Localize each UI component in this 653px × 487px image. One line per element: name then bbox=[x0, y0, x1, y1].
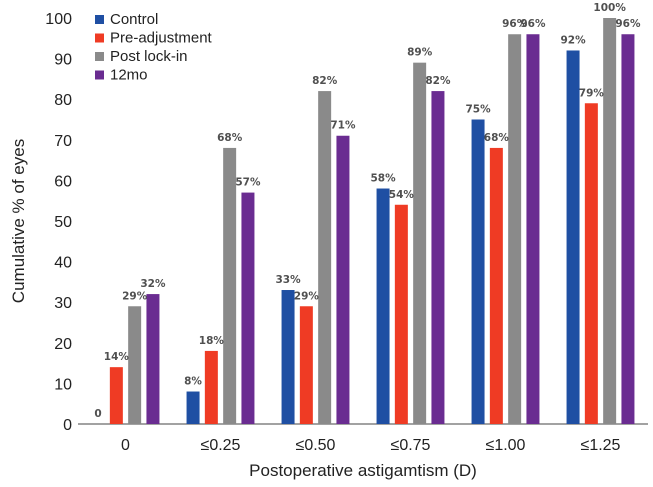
bar-pre-adjustment bbox=[394, 204, 408, 424]
data-label: 96% bbox=[615, 18, 641, 30]
bar-post-lock-in bbox=[603, 18, 617, 424]
x-tick-label: ≤1.00 bbox=[486, 437, 526, 454]
data-label: 79% bbox=[579, 87, 605, 99]
legend-swatch bbox=[95, 15, 104, 24]
bar-post-lock-in bbox=[128, 306, 142, 424]
bar-control bbox=[376, 188, 390, 424]
bar-12mo bbox=[621, 34, 635, 425]
bar-post-lock-in bbox=[413, 62, 427, 424]
y-tick-label: 20 bbox=[54, 336, 72, 353]
y-tick-label: 70 bbox=[54, 133, 72, 150]
bar-12mo bbox=[431, 91, 445, 424]
data-label: 58% bbox=[370, 173, 396, 185]
data-label: 14% bbox=[104, 351, 130, 363]
data-label: 68% bbox=[484, 132, 510, 144]
bar-12mo bbox=[146, 294, 160, 424]
x-tick-label: ≤0.50 bbox=[296, 437, 336, 454]
data-label: 68% bbox=[217, 132, 243, 144]
data-label: 57% bbox=[235, 177, 261, 189]
y-tick-label: 0 bbox=[63, 417, 72, 434]
legend-label: 12mo bbox=[110, 67, 148, 84]
legend-label: Control bbox=[110, 11, 158, 28]
data-label: 96% bbox=[520, 18, 546, 30]
data-label: 54% bbox=[389, 189, 415, 201]
bar-pre-adjustment bbox=[109, 367, 123, 424]
y-tick-label: 50 bbox=[54, 214, 72, 231]
data-label: 82% bbox=[425, 75, 451, 87]
bar-12mo bbox=[241, 192, 255, 424]
data-label: 89% bbox=[407, 47, 433, 59]
bar-control bbox=[281, 290, 295, 424]
bar-pre-adjustment bbox=[489, 147, 503, 425]
y-tick-label: 90 bbox=[54, 52, 72, 69]
data-label: 96% bbox=[502, 18, 528, 30]
y-tick-label: 80 bbox=[54, 92, 72, 109]
bar-pre-adjustment bbox=[584, 103, 598, 424]
data-label: 33% bbox=[275, 274, 301, 286]
bar-post-lock-in bbox=[318, 91, 332, 424]
legend-swatch bbox=[95, 70, 104, 80]
x-tick-label: ≤0.75 bbox=[391, 437, 431, 454]
plot-area: 014%29%32%8%18%68%57%33%29%82%71%58%54%8… bbox=[78, 2, 648, 425]
data-label: 0 bbox=[94, 408, 101, 420]
bars bbox=[109, 18, 635, 425]
data-label: 8% bbox=[184, 376, 202, 388]
data-label: 32% bbox=[140, 278, 166, 290]
data-label: 29% bbox=[122, 290, 148, 302]
legend-label: Pre-adjustment bbox=[110, 30, 213, 47]
legend-label: Post lock-in bbox=[110, 48, 188, 65]
data-label: 82% bbox=[312, 75, 338, 87]
data-label: 71% bbox=[330, 120, 356, 132]
data-label: 18% bbox=[199, 335, 225, 347]
bar-12mo bbox=[336, 135, 350, 425]
data-label: 92% bbox=[560, 34, 586, 46]
data-label: 75% bbox=[465, 104, 491, 116]
data-label: 100% bbox=[593, 2, 626, 14]
bar-post-lock-in bbox=[508, 34, 522, 425]
y-tick-label: 40 bbox=[54, 255, 72, 272]
bar-pre-adjustment bbox=[204, 350, 218, 424]
bar-control bbox=[186, 391, 200, 424]
x-tick-label: 0 bbox=[121, 437, 130, 454]
y-tick-label: 10 bbox=[54, 376, 72, 393]
bar-pre-adjustment bbox=[299, 306, 313, 424]
bar-control bbox=[471, 119, 485, 424]
legend-swatch bbox=[95, 33, 104, 43]
x-tick-label: ≤0.25 bbox=[201, 437, 241, 454]
y-axis-ticks: 0 10 20 30 40 50 60 70 80 90 100 bbox=[45, 11, 72, 434]
data-label: 29% bbox=[294, 290, 320, 302]
data-labels: 014%29%32%8%18%68%57%33%29%82%71%58%54%8… bbox=[94, 2, 641, 420]
x-axis-title: Postoperative astigamtism (D) bbox=[249, 461, 477, 480]
y-tick-label: 100 bbox=[45, 11, 72, 28]
legend-swatch bbox=[95, 52, 104, 61]
bar-control bbox=[566, 50, 580, 424]
y-tick-label: 60 bbox=[54, 173, 72, 190]
bar-12mo bbox=[526, 34, 540, 425]
x-tick-label: ≤1.25 bbox=[581, 437, 621, 454]
bar-post-lock-in bbox=[223, 147, 237, 425]
y-axis-title: Cumulative % of eyes bbox=[9, 139, 28, 303]
x-axis-ticks: 0 ≤0.25 ≤0.50 ≤0.75 ≤1.00 ≤1.25 bbox=[121, 437, 621, 454]
y-tick-label: 30 bbox=[54, 295, 72, 312]
